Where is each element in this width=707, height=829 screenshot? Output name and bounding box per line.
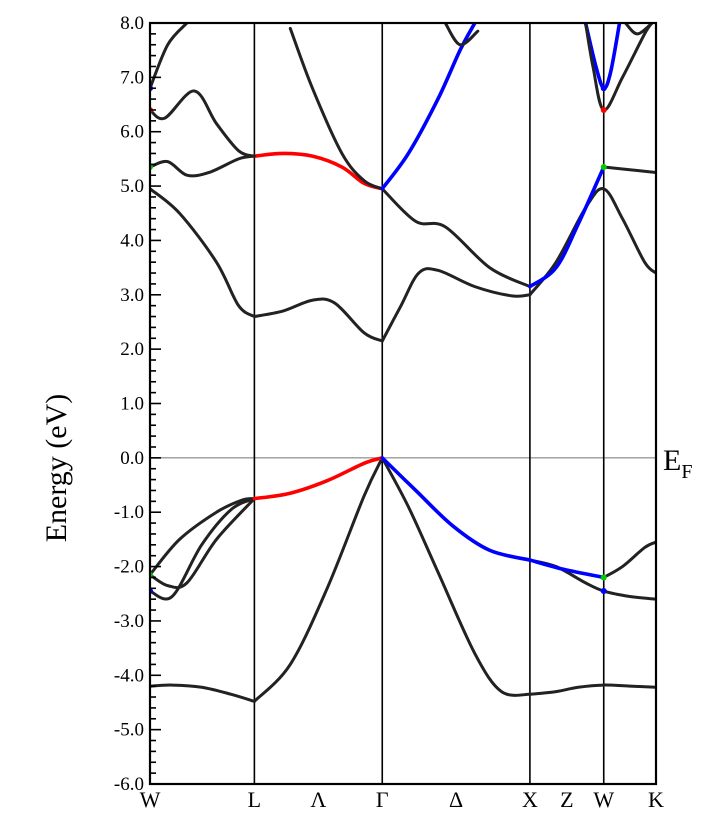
k-point-label: Λ: [310, 787, 326, 812]
fermi-level-label: EF: [663, 444, 692, 483]
band-black-11: [602, 540, 656, 579]
marker-green-5: [600, 164, 607, 171]
k-point-label: W: [593, 787, 614, 812]
k-point-label: L: [248, 787, 261, 812]
y-tick-label: 0.0: [120, 448, 144, 469]
band-black-25: [443, 23, 480, 47]
y-axis-title: Energy (eV): [40, 394, 73, 543]
k-point-label: X: [522, 787, 538, 812]
y-tick-label: -6.0: [114, 774, 144, 795]
k-point-label: Δ: [449, 787, 463, 812]
band-black-27: [584, 23, 654, 112]
band-black-14: [380, 267, 532, 343]
band-black-15: [528, 187, 656, 297]
y-tick-label: 2.0: [120, 339, 144, 360]
fermi-label-subscript: F: [681, 461, 692, 483]
y-tick-label: -5.0: [114, 720, 144, 741]
band-blue-24: [380, 23, 477, 191]
y-tick-label: -1.0: [114, 502, 144, 523]
band-blue-19: [528, 165, 606, 289]
band-black-18: [380, 187, 532, 289]
fermi-label-main: E: [663, 444, 681, 477]
band-black-20: [602, 165, 656, 174]
y-tick-label: 5.0: [120, 176, 144, 197]
band-black-3: [150, 683, 256, 703]
band-lines: [150, 23, 656, 784]
band-black-4: [252, 456, 384, 703]
marker-blue-7: [600, 588, 607, 595]
marker-green-6: [600, 574, 607, 581]
y-tick-label: 4.0: [120, 230, 144, 251]
band-black-2: [150, 497, 256, 590]
band-black-13: [252, 297, 384, 343]
y-tick-label: 6.0: [120, 122, 144, 143]
band-black-8: [528, 683, 656, 696]
band-red-17: [252, 151, 385, 191]
y-tick-label: 1.0: [120, 394, 144, 415]
tick-marks: [150, 22, 161, 785]
k-point-label: K: [648, 787, 664, 812]
band-black-23: [288, 26, 384, 191]
y-tick-label: 8.0: [120, 13, 144, 34]
y-tick-label: 3.0: [120, 285, 144, 306]
band-black-21: [150, 89, 256, 158]
y-tick-label: -3.0: [114, 611, 144, 632]
k-point-label: W: [140, 787, 161, 812]
svg-text:EF: EF: [663, 444, 692, 483]
marker-red-8: [600, 106, 607, 113]
band-black-12: [150, 187, 256, 319]
tick-labels: 8.0 7.0 6.0 5.0 4.0 3.0 2.0 1.0 0.0 -1.0 -2.0 -3.0 -…: [114, 13, 664, 812]
band-black-0: [150, 497, 256, 601]
y-tick-label: -4.0: [114, 665, 144, 686]
y-tick-label: 7.0: [120, 67, 144, 88]
marker-blue-9: [600, 85, 607, 92]
y-tick-label: -2.0: [114, 557, 144, 578]
band-red-5: [252, 456, 385, 501]
band-blue-7: [380, 456, 532, 562]
band-black-6: [380, 456, 532, 697]
band-black-1: [150, 497, 256, 577]
band-black-16: [150, 154, 256, 178]
k-point-label: Z: [560, 787, 573, 812]
band-black-28: [623, 23, 654, 36]
k-point-label: Γ: [376, 787, 389, 812]
band-blue-10: [528, 558, 606, 580]
